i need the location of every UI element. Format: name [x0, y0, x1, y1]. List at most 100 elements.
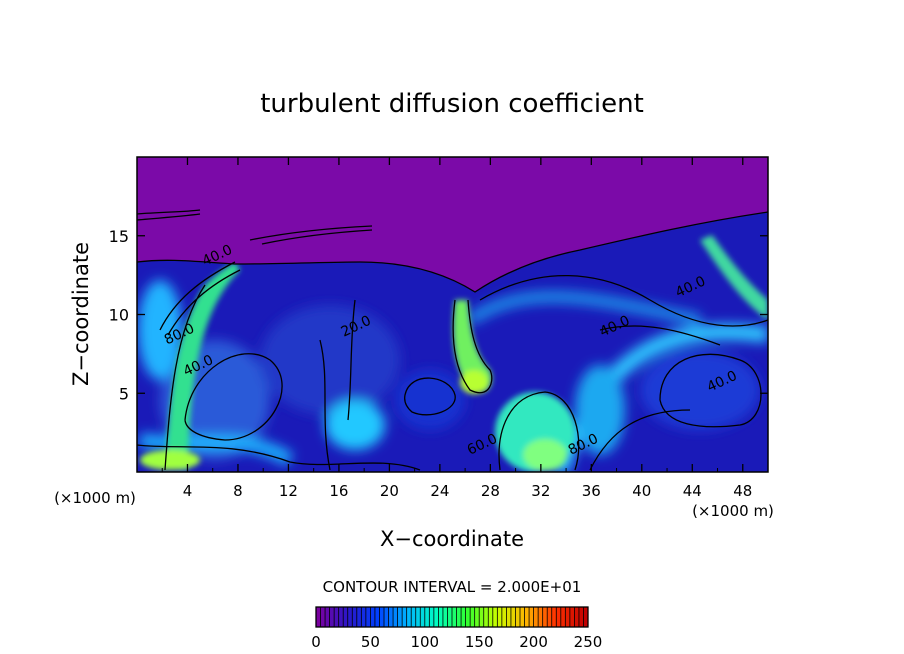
colorbar-swatch — [583, 607, 589, 627]
contour-right-eddy — [659, 353, 762, 428]
colorbar-swatch — [569, 607, 575, 627]
colorbar-swatch — [424, 607, 430, 627]
colorbar-swatch — [510, 607, 516, 627]
colorbar-swatch — [411, 607, 417, 627]
colorbar-swatch — [365, 607, 371, 627]
colorbar-swatch — [551, 607, 557, 627]
high-value-patches — [140, 235, 768, 472]
colorbar-swatch — [338, 607, 344, 627]
x-tick-label: 12 — [279, 482, 298, 500]
field-texture — [138, 280, 768, 472]
colorbar-swatch — [447, 607, 453, 627]
colorbar-swatch — [388, 607, 394, 627]
colorbar-swatch — [352, 607, 358, 627]
x-tick-label: 44 — [683, 482, 702, 500]
left-jet-plume — [165, 262, 240, 470]
colorbar-swatch — [497, 607, 503, 627]
cyan-patch-mid — [575, 365, 625, 455]
contour-interval-text: CONTOUR INTERVAL = 2.000E+01 — [323, 578, 582, 596]
colorbar-swatch — [379, 607, 385, 627]
x-tick-label: 24 — [430, 482, 449, 500]
colorbar-swatch — [316, 607, 321, 627]
y-tick-label: 5 — [119, 384, 129, 403]
upper-quiet-layer — [137, 157, 768, 292]
colorbar-frame — [315, 606, 589, 628]
eddy-right — [640, 350, 760, 430]
x-tick-label: 40 — [632, 482, 651, 500]
bottom-left-glow — [140, 450, 200, 470]
bottom-center-core — [523, 439, 567, 471]
y-tick-label: 15 — [109, 227, 129, 246]
colorbar-swatch — [483, 607, 489, 627]
colorbar-swatch — [515, 607, 521, 627]
colorbar-swatch — [492, 607, 498, 627]
y-axis-label: Z−coordinate — [69, 242, 93, 386]
colorbar-swatch — [320, 607, 326, 627]
contour-eddy-left — [184, 353, 283, 441]
plot-field: 40.080.040.020.040.040.040.060.0 80.0 — [137, 157, 768, 472]
center-plume — [453, 300, 492, 393]
x-tick-label: 28 — [481, 482, 500, 500]
contour-jet-left — [159, 261, 241, 471]
y-tick-label: 10 — [109, 306, 129, 325]
colorbar-swatch — [520, 607, 525, 627]
y-axis: 5 10 15 — [109, 227, 768, 403]
contour-bottom-cell — [498, 391, 580, 471]
colorbar-swatch — [406, 607, 412, 627]
x-unit-right: (×1000 m) — [692, 502, 774, 520]
swirl-band-mid — [466, 290, 702, 326]
colorbar-swatch — [452, 607, 457, 627]
x-tick-label: 4 — [183, 482, 193, 500]
colorbar-tick-label: 150 — [465, 633, 494, 651]
contour-column-center — [319, 299, 356, 471]
colorbar-tick-label: 50 — [361, 633, 380, 651]
x-tick-label: 36 — [582, 482, 601, 500]
x-axis: 4 8 12 16 20 24 28 32 36 40 44 48 — [161, 157, 752, 500]
colorbar-tick-label: 0 — [311, 633, 321, 651]
colorbar-swatch — [361, 607, 367, 627]
x-tick-label: 8 — [233, 482, 243, 500]
colorbar-swatch — [501, 607, 507, 627]
colorbar-swatch — [329, 607, 335, 627]
chart-title: turbulent diffusion coefficient — [260, 89, 644, 119]
colorbar-swatch — [538, 607, 543, 627]
colorbar-swatch — [533, 607, 539, 627]
x-tick-label: 48 — [733, 482, 752, 500]
colorbar-swatch — [334, 607, 339, 627]
colorbar-swatch — [374, 607, 380, 627]
colorbar-swatch — [420, 607, 426, 627]
contour-right-band — [479, 274, 768, 346]
colorbar-swatch — [429, 607, 435, 627]
colorbar-swatch — [325, 607, 330, 627]
swirl-band-right — [552, 324, 768, 472]
cyan-patch-bottom — [325, 400, 385, 450]
colorbar-swatch — [347, 607, 353, 627]
contour-center-plume — [452, 299, 493, 394]
colorbar-swatch — [397, 607, 403, 627]
x-axis-label: X−coordinate — [380, 527, 524, 551]
swirl-band-left — [138, 433, 294, 467]
colorbar-swatch — [524, 607, 530, 627]
contour-low-band — [137, 409, 691, 471]
colorbar-swatch — [578, 607, 584, 627]
colorbar-swatch — [456, 607, 462, 627]
contour-lines — [137, 209, 768, 471]
colorbar-swatch — [438, 607, 444, 627]
colorbar-swatch — [393, 607, 398, 627]
colorbar-swatch — [402, 607, 407, 627]
colorbar-swatch — [547, 607, 553, 627]
center-plume-core — [460, 370, 488, 394]
colorbar-swatch — [370, 607, 376, 627]
colorbar-swatch — [565, 607, 571, 627]
colorbar: 0 50 100 150 200 250 — [311, 606, 602, 651]
colorbar-swatch — [574, 607, 580, 627]
contour-strip-top-left — [137, 209, 201, 221]
colorbar-swatch — [433, 607, 439, 627]
colorbar-tick-label: 100 — [410, 633, 439, 651]
colorbar-swatch — [474, 607, 480, 627]
colorbar-swatch — [465, 607, 471, 627]
contour-eddy-center — [404, 377, 456, 416]
x-unit-left: (×1000 m) — [54, 489, 136, 507]
colorbar-swatch — [506, 607, 512, 627]
